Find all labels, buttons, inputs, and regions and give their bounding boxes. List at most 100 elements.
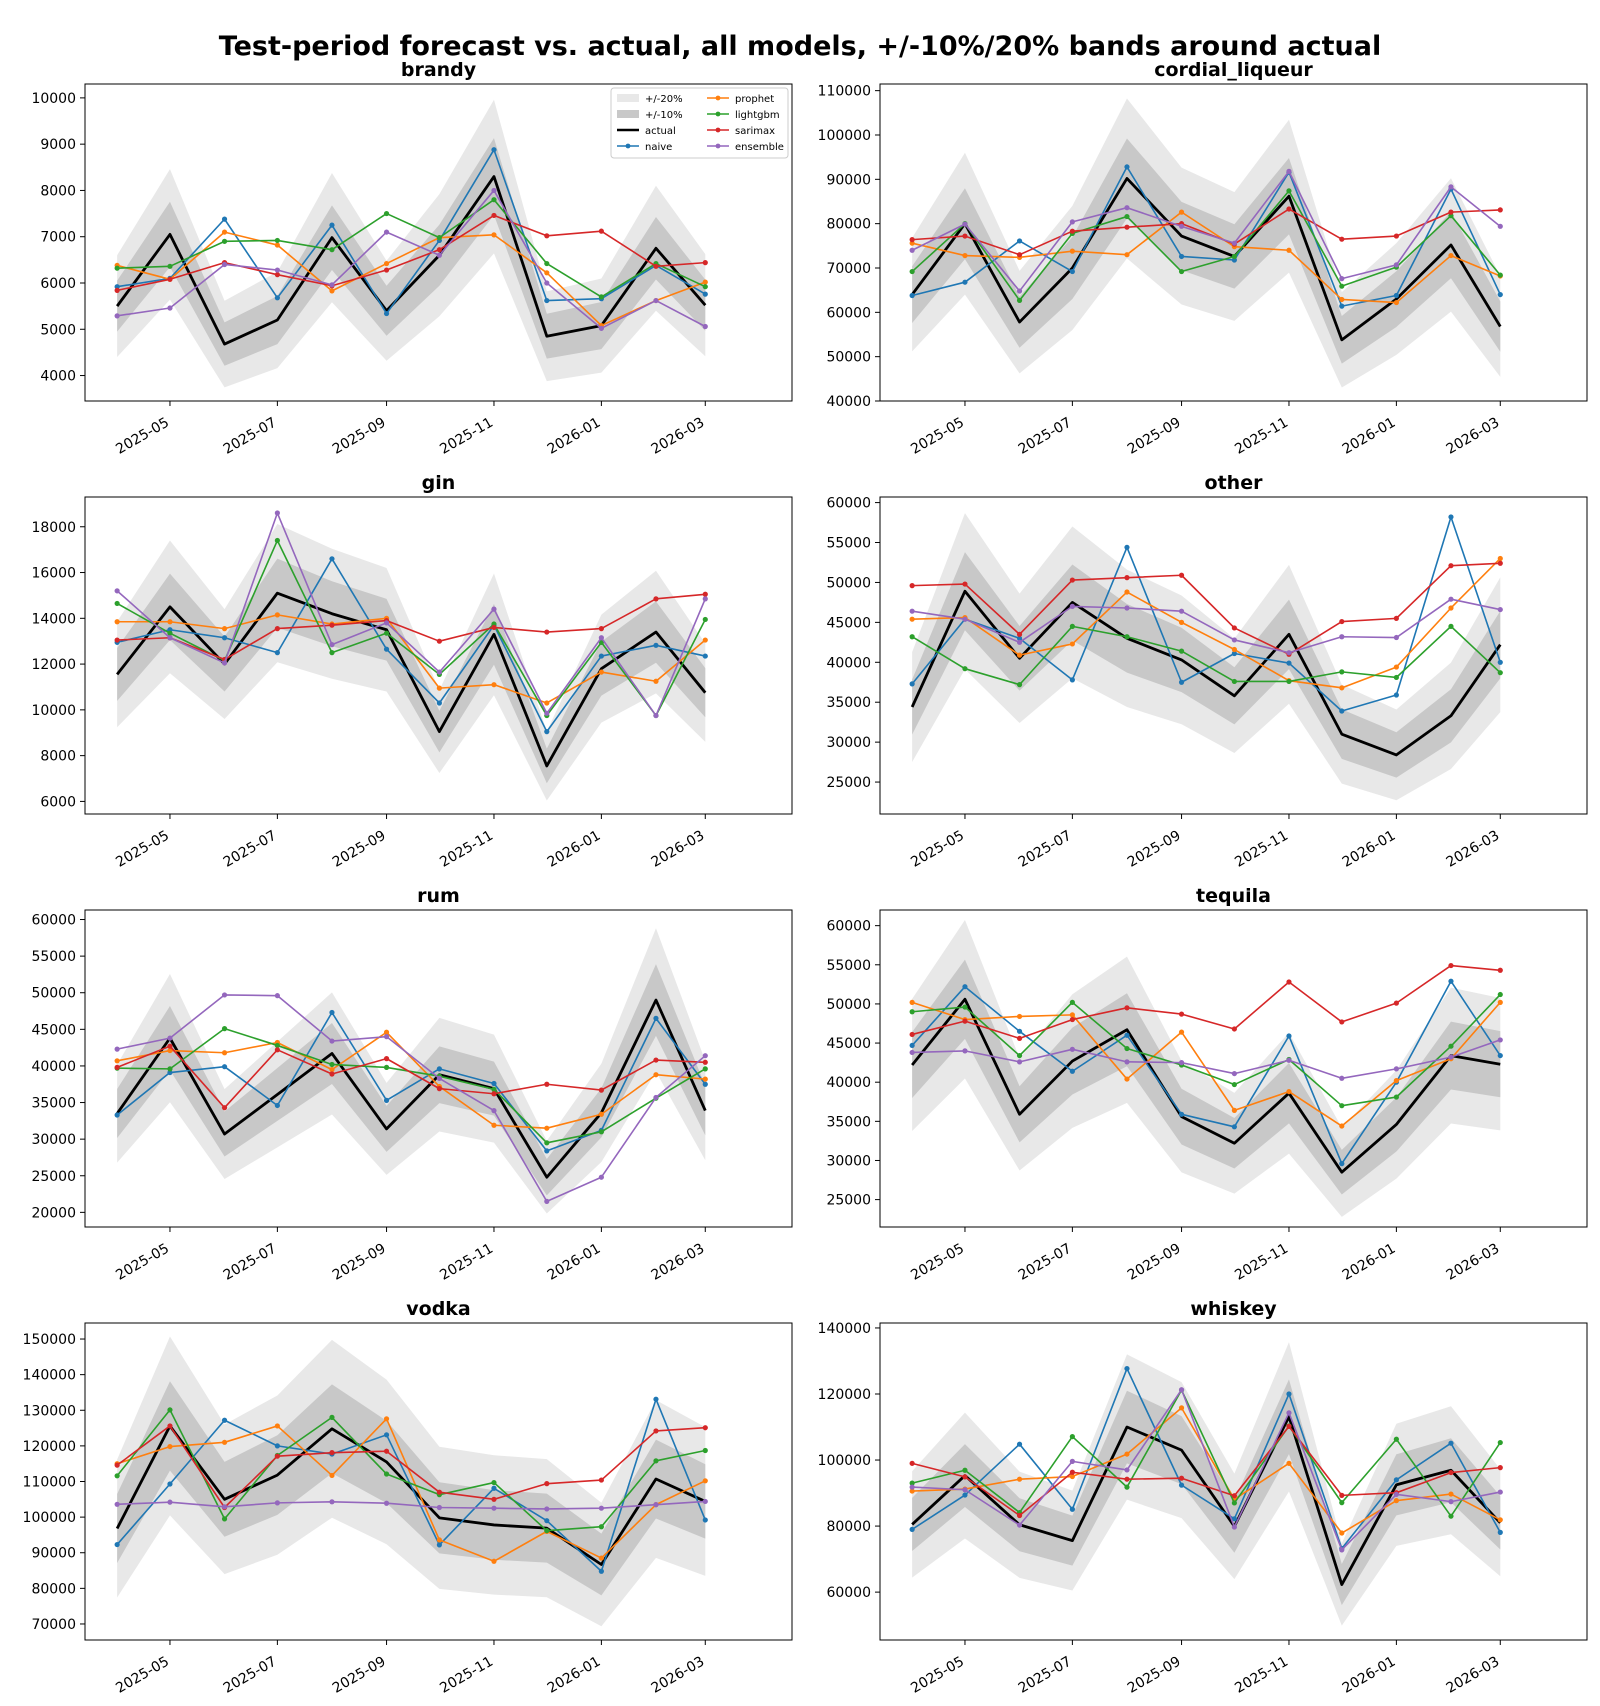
lightgbm-point xyxy=(1286,188,1292,194)
sarimax-point xyxy=(653,1057,659,1063)
lightgbm-line xyxy=(117,1027,706,1144)
sarimax-point xyxy=(1016,1035,1023,1041)
prophet-point xyxy=(491,682,497,688)
naive-point xyxy=(1393,292,1399,299)
sarimax-point xyxy=(1016,631,1023,637)
sarimax-point xyxy=(544,233,550,239)
lightgbm-line xyxy=(117,198,706,298)
sarimax-point xyxy=(1124,1476,1130,1482)
prophet-point xyxy=(114,1058,120,1064)
sarimax-point xyxy=(1069,1469,1075,1475)
lightgbm-point xyxy=(274,237,280,244)
actual-line xyxy=(911,177,1502,342)
sarimax-point xyxy=(329,1071,335,1077)
naive-point xyxy=(1497,291,1503,298)
ensemble-point xyxy=(653,1502,659,1508)
naive-point xyxy=(491,147,497,153)
prophet-point xyxy=(1393,1078,1399,1084)
naive-point xyxy=(909,1042,915,1049)
sarimax-point xyxy=(598,1087,604,1093)
sarimax-point xyxy=(1448,209,1454,215)
prophet-point xyxy=(1016,652,1023,658)
ensemble-point xyxy=(1069,1046,1075,1052)
sarimax-point xyxy=(114,637,120,643)
y-tick-label: 10000 xyxy=(31,703,76,719)
lightgbm-point xyxy=(383,630,390,636)
naive-point xyxy=(1231,1124,1237,1130)
prophet-point xyxy=(1069,641,1075,647)
ensemble-point xyxy=(702,323,708,330)
legend: +/-20% +/-10% actual naive prophet lightgbm sa… xyxy=(610,87,789,159)
lightgbm-point xyxy=(598,1129,604,1135)
sarimax-point xyxy=(1393,615,1399,621)
sarimax-point xyxy=(274,626,280,632)
lightgbm-point xyxy=(702,616,708,623)
naive-point xyxy=(702,291,708,297)
axes-frame xyxy=(879,496,1588,815)
lightgbm-point xyxy=(1393,1436,1399,1442)
sarimax-point xyxy=(1448,962,1454,969)
ensemble-point xyxy=(1069,603,1075,609)
ensemble-point xyxy=(1393,262,1399,268)
naive-point xyxy=(1124,1365,1130,1372)
naive-point xyxy=(962,1492,968,1498)
lightgbm-point xyxy=(114,600,120,607)
ensemble-point xyxy=(1016,639,1023,645)
y-tick-label: 4000 xyxy=(40,369,76,385)
naive-point xyxy=(274,1102,280,1109)
naive-point xyxy=(702,653,708,659)
lightgbm-line xyxy=(911,625,1501,686)
naive-point xyxy=(1393,1477,1399,1483)
legend-marker-prophet xyxy=(715,95,721,101)
ensemble-point xyxy=(1497,606,1503,613)
y-tick-label: 110000 xyxy=(23,1475,76,1491)
sarimax-point xyxy=(274,272,280,278)
prophet-point xyxy=(167,1443,173,1450)
naive-point xyxy=(702,1081,708,1087)
ensemble-point xyxy=(114,1046,120,1052)
lightgbm-point xyxy=(1497,670,1503,676)
y-tick-label: 30000 xyxy=(826,1153,871,1169)
y-tick-label: 55000 xyxy=(826,536,871,552)
naive-point xyxy=(167,1481,173,1487)
lightgbm-point xyxy=(1069,623,1075,629)
sarimax-point xyxy=(653,263,659,269)
ensemble-point xyxy=(1497,1489,1503,1495)
y-tick-label: 80000 xyxy=(826,1519,871,1535)
y-tick-label: 35000 xyxy=(31,1096,76,1112)
ensemble-point xyxy=(1339,1547,1345,1553)
ensemble-point xyxy=(702,596,708,602)
ensemble-point xyxy=(544,710,550,716)
y-tick-label: 12000 xyxy=(31,657,76,673)
ensemble-point xyxy=(274,267,280,273)
ensemble-point xyxy=(653,712,659,719)
y-tick-label: 6000 xyxy=(40,276,76,292)
ensemble-line xyxy=(912,1039,1501,1080)
y-tick-label: 18000 xyxy=(31,520,76,536)
y-tick-label: 80000 xyxy=(31,1581,76,1597)
sarimax-point xyxy=(962,1474,968,1480)
ensemble-point xyxy=(1393,1491,1399,1497)
prophet-point xyxy=(383,260,390,267)
ensemble-point xyxy=(1124,205,1130,211)
prophet-line xyxy=(912,557,1501,689)
ensemble-point xyxy=(598,1174,604,1180)
lightgbm-point xyxy=(702,1447,708,1454)
naive-point xyxy=(1178,1482,1185,1488)
prophet-point xyxy=(909,999,915,1005)
prophet-line xyxy=(912,1407,1501,1534)
prophet-point xyxy=(329,288,335,294)
prophet-point xyxy=(1231,646,1237,653)
naive-point xyxy=(1178,1111,1185,1117)
y-tick-label: 40000 xyxy=(826,394,871,410)
lightgbm-point xyxy=(167,630,173,636)
naive-point xyxy=(491,1485,497,1491)
ensemble-point xyxy=(436,669,442,675)
prophet-point xyxy=(653,678,659,684)
legend-label-naive: naive xyxy=(645,142,672,153)
naive-point xyxy=(1124,164,1130,170)
prophet-point xyxy=(598,1555,604,1561)
ensemble-point xyxy=(274,993,280,999)
ensemble-point xyxy=(598,325,604,331)
y-tick-label: 30000 xyxy=(31,1132,76,1148)
